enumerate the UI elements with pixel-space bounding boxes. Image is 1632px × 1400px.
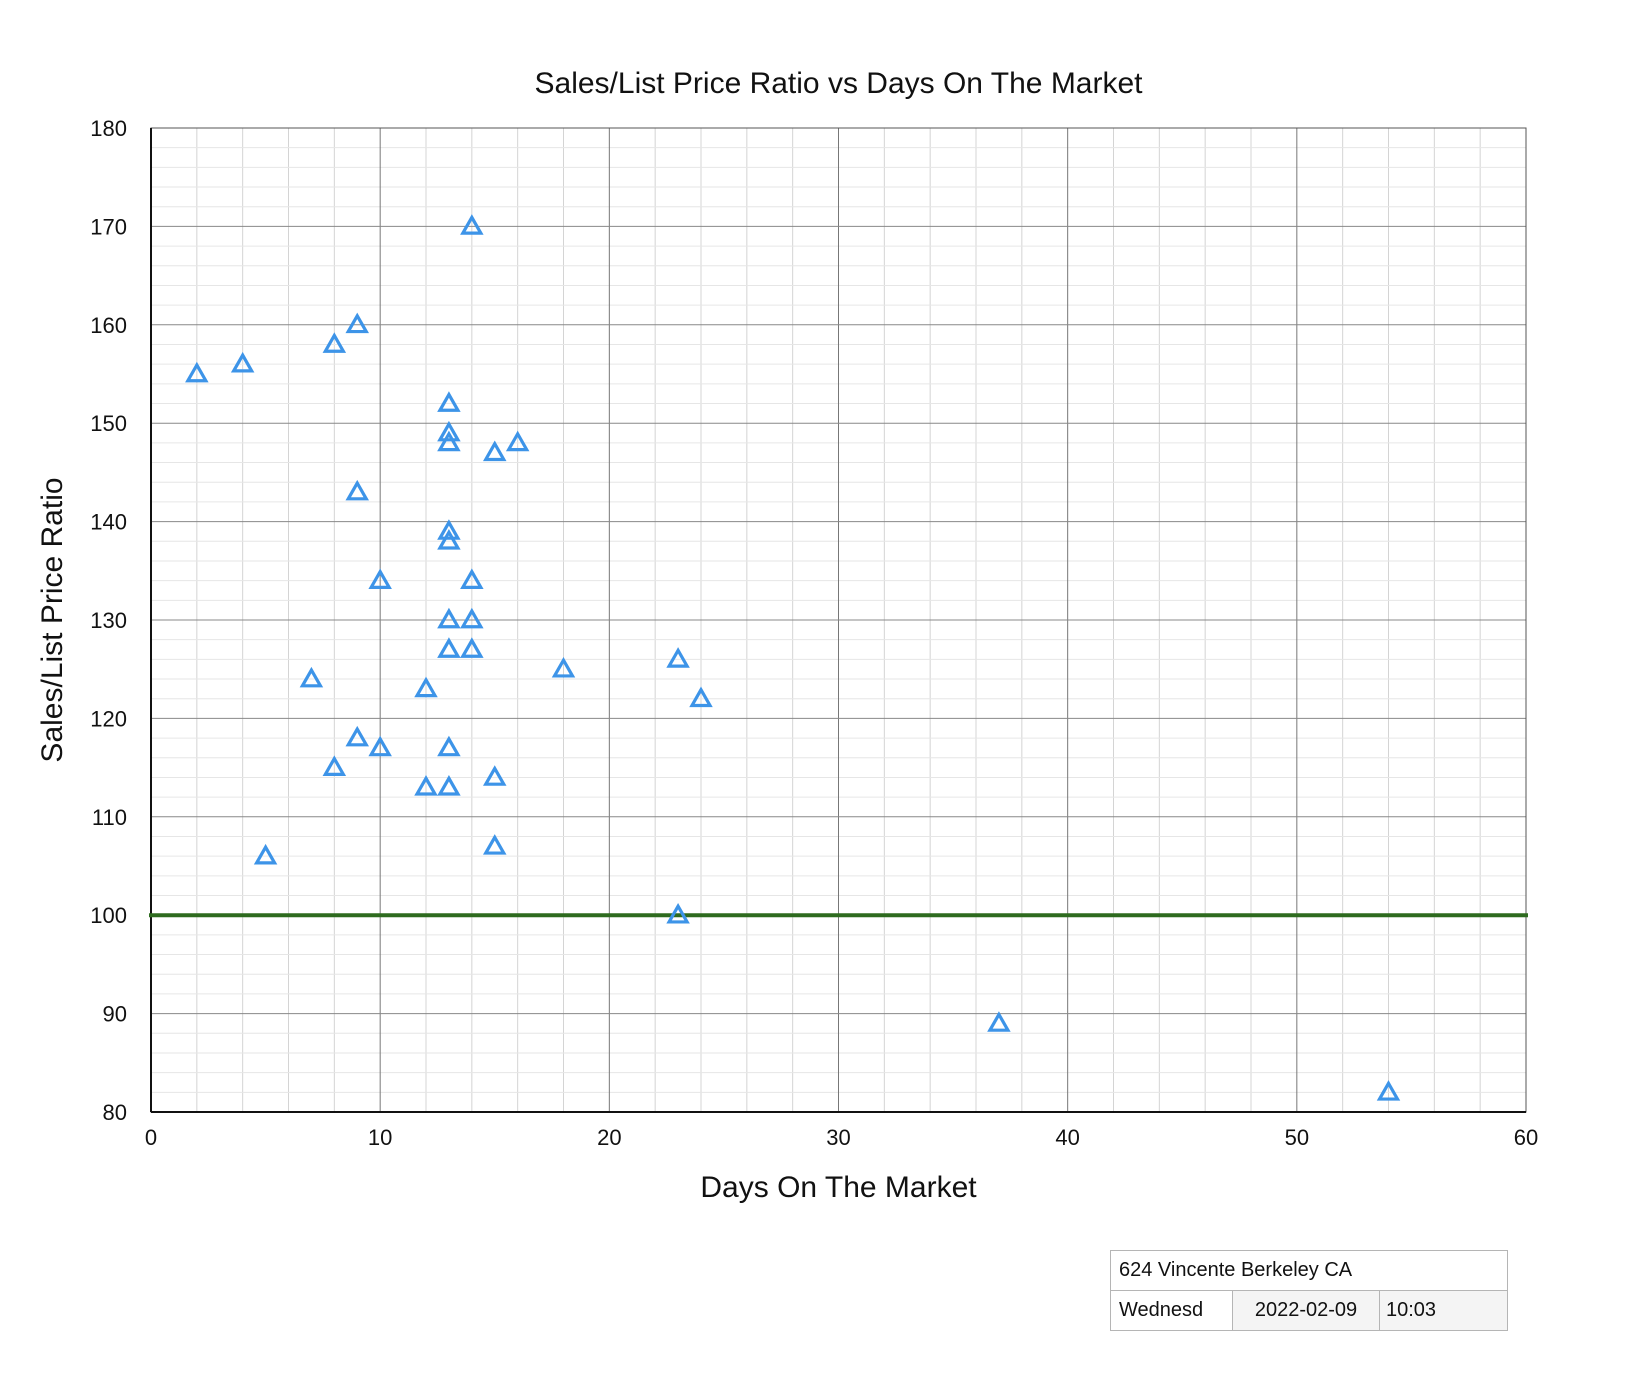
data-point [460, 607, 484, 629]
data-points [185, 214, 1401, 1101]
data-point [322, 755, 347, 776]
info-box: 624 Vincente Berkeley CA Wednesd 2022-02… [1110, 1250, 1508, 1331]
x-tick-label: 0 [145, 1125, 157, 1150]
data-point [414, 775, 438, 796]
data-point [368, 735, 392, 757]
y-tick-label: 80 [103, 1100, 127, 1125]
data-point [505, 430, 530, 452]
x-tick-label: 30 [826, 1125, 850, 1150]
data-point [437, 420, 461, 442]
y-tick-label: 180 [90, 116, 127, 141]
data-point [437, 529, 461, 550]
x-tick-labels: 0 10 20 30 40 50 60 [145, 1125, 1538, 1150]
y-tick-label: 140 [90, 510, 127, 535]
x-tick-label: 20 [597, 1125, 621, 1150]
x-tick-label: 10 [368, 1125, 392, 1150]
info-time: 10:03 [1380, 1291, 1507, 1330]
y-tick-label: 120 [90, 706, 127, 731]
data-point [987, 1011, 1011, 1032]
y-tick-label: 90 [103, 1002, 127, 1027]
info-row: Wednesd 2022-02-09 10:03 [1111, 1291, 1507, 1330]
data-point [551, 656, 576, 678]
y-tick-label: 100 [90, 903, 127, 928]
data-point [345, 312, 370, 334]
data-point [437, 607, 461, 629]
data-point [1376, 1080, 1401, 1101]
data-point [482, 765, 507, 786]
y-tick-label: 150 [90, 411, 127, 436]
data-point [253, 843, 278, 865]
y-tick-label: 170 [90, 214, 127, 239]
data-point [437, 637, 461, 658]
data-point [345, 479, 370, 501]
data-point [368, 568, 392, 589]
data-point [482, 440, 507, 462]
x-tick-label: 40 [1055, 1125, 1079, 1150]
data-point [299, 666, 324, 688]
y-tick-label: 160 [90, 313, 127, 338]
data-point [437, 430, 461, 452]
data-point [666, 902, 690, 924]
data-point [437, 391, 461, 412]
data-point [460, 568, 484, 589]
data-point [322, 332, 347, 353]
axes [150, 128, 1526, 1113]
data-point [689, 686, 713, 708]
y-tick-label: 130 [90, 608, 127, 633]
data-point [185, 361, 209, 383]
y-tick-label: 110 [92, 805, 127, 830]
data-point [437, 519, 461, 540]
x-tick-label: 60 [1514, 1125, 1538, 1150]
data-point [460, 214, 484, 235]
data-point [666, 647, 690, 668]
data-point [437, 735, 461, 757]
y-tick-labels: 80 90 100 110 120 130 140 150 160 170 180 [90, 116, 127, 1125]
info-address: 624 Vincente Berkeley CA [1111, 1251, 1507, 1291]
chart-title: Sales/List Price Ratio vs Days On The Ma… [535, 67, 1144, 100]
major-grid [150, 127, 1527, 1113]
y-axis-label: Sales/List Price Ratio [36, 477, 69, 762]
info-date: 2022-02-09 [1233, 1291, 1380, 1330]
info-day: Wednesd [1111, 1291, 1233, 1330]
data-point [460, 637, 484, 658]
data-point [345, 725, 370, 747]
data-point [414, 676, 438, 698]
data-point [482, 834, 507, 855]
data-point [437, 775, 461, 796]
x-axis-label: Days On The Market [700, 1171, 977, 1204]
x-tick-label: 50 [1285, 1125, 1309, 1150]
data-point [230, 351, 255, 373]
